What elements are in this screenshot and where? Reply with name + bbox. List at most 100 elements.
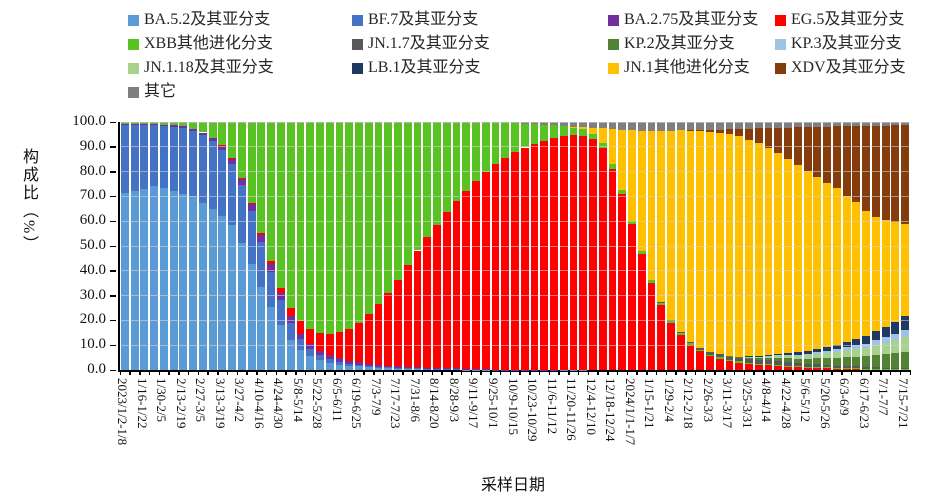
bar-segment bbox=[842, 341, 851, 348]
legend-swatch-icon bbox=[128, 14, 139, 26]
bar-segment bbox=[423, 367, 432, 369]
legend-label: KP.3及其亚分支 bbox=[791, 35, 902, 52]
x-axis-tick bbox=[265, 370, 268, 375]
x-axis-tick bbox=[392, 370, 395, 375]
bar-segment bbox=[257, 287, 266, 370]
y-tick-label: 20.0 bbox=[79, 311, 106, 328]
bar-segment bbox=[374, 366, 383, 368]
bar-segment bbox=[598, 122, 607, 129]
bar-segment bbox=[325, 358, 334, 363]
bar-segment bbox=[355, 366, 363, 370]
bar-segment bbox=[276, 292, 285, 300]
bar-segment bbox=[452, 200, 461, 369]
bar-segment bbox=[218, 150, 227, 216]
bar-segment bbox=[725, 122, 734, 130]
legend-item: BA.5.2及其亚分支 bbox=[128, 10, 270, 30]
x-axis-tick bbox=[782, 370, 785, 375]
x-axis-tick bbox=[665, 370, 668, 375]
bar-segment bbox=[871, 122, 880, 126]
bar-segment bbox=[803, 367, 812, 370]
bar-segment bbox=[257, 232, 266, 235]
bar-segment bbox=[754, 143, 763, 357]
bar-segment bbox=[735, 361, 744, 363]
bar-segment bbox=[891, 122, 900, 126]
x-tick-label: 4/8-4/14 bbox=[759, 378, 775, 423]
x-axis-tick bbox=[685, 370, 687, 375]
bar-segment bbox=[637, 254, 646, 370]
bar-segment bbox=[579, 135, 588, 370]
bar-segment bbox=[130, 125, 139, 191]
bar-segment bbox=[764, 365, 773, 370]
bar-segment bbox=[745, 362, 753, 364]
gridline bbox=[120, 146, 910, 148]
bar-segment bbox=[842, 126, 851, 197]
y-tick-label: 70.0 bbox=[79, 187, 106, 204]
legend-label: XBB其他进化分支 bbox=[144, 35, 273, 52]
x-tick-label: 4/22-4/28 bbox=[778, 378, 794, 429]
bar-segment bbox=[237, 185, 246, 244]
bar-segment bbox=[813, 364, 822, 368]
bar-segment bbox=[871, 217, 880, 331]
bar-segment bbox=[491, 164, 500, 370]
bar-segment bbox=[130, 122, 139, 124]
bar-segment bbox=[374, 364, 383, 367]
bar-segment bbox=[852, 345, 861, 349]
y-tick-label: 40.0 bbox=[79, 261, 106, 278]
bar-segment bbox=[423, 369, 432, 370]
bar-segment bbox=[296, 321, 305, 334]
y-tick-label: 90.0 bbox=[79, 137, 106, 154]
bar-segment bbox=[745, 139, 753, 357]
bar-segment bbox=[208, 209, 217, 370]
bar-segment bbox=[481, 369, 490, 370]
bar-segment bbox=[706, 356, 714, 370]
bar-segment bbox=[657, 305, 666, 370]
bar-segment bbox=[550, 125, 558, 138]
bar-segment bbox=[735, 136, 744, 357]
bar-segment bbox=[862, 122, 871, 126]
bar-segment bbox=[823, 364, 832, 368]
bar-segment bbox=[247, 204, 256, 212]
y-tick-label: 80.0 bbox=[79, 162, 106, 179]
x-axis-tick bbox=[675, 370, 677, 375]
plot-area bbox=[118, 121, 911, 375]
bar-segment bbox=[715, 122, 724, 130]
bar-segment bbox=[208, 141, 217, 210]
bar-segment bbox=[579, 122, 588, 128]
bar-segment bbox=[784, 365, 792, 367]
bar-segment bbox=[715, 354, 724, 358]
bar-segment bbox=[501, 157, 510, 370]
bar-segment bbox=[237, 243, 246, 370]
y-tick-label: 30.0 bbox=[79, 286, 106, 303]
bar-segment bbox=[257, 242, 266, 288]
bar-segment bbox=[208, 137, 217, 142]
x-axis-tick bbox=[558, 370, 560, 375]
y-axis-tick bbox=[110, 369, 116, 371]
x-tick-label: 6/3-6/9 bbox=[837, 378, 853, 416]
bar-segment bbox=[813, 349, 822, 353]
bar-segment bbox=[608, 164, 617, 169]
bar-segment bbox=[647, 282, 656, 370]
x-axis-tick bbox=[509, 370, 512, 375]
bar-segment bbox=[823, 352, 832, 358]
bar-segment bbox=[754, 364, 763, 370]
bar-segment bbox=[647, 122, 656, 131]
bar-segment bbox=[803, 358, 812, 364]
legend-item: KP.2及其亚分支 bbox=[608, 34, 735, 54]
x-axis-tick bbox=[889, 370, 892, 375]
bar-segment bbox=[862, 125, 871, 211]
bar-segment bbox=[520, 123, 529, 148]
bar-segment bbox=[706, 122, 714, 130]
bar-segment bbox=[569, 122, 578, 127]
bar-segment bbox=[316, 355, 324, 361]
bar-segment bbox=[442, 368, 451, 369]
bar-segment bbox=[803, 363, 812, 367]
bar-segment bbox=[589, 133, 597, 140]
x-axis-tick bbox=[763, 370, 765, 375]
bar-segment bbox=[628, 224, 636, 370]
legend-label: JN.1其他进化分支 bbox=[624, 59, 750, 76]
bar-segment bbox=[540, 140, 549, 370]
bar-segment bbox=[608, 122, 617, 129]
bar-segment bbox=[247, 264, 256, 370]
x-tick-label: 6/5-6/11 bbox=[329, 378, 345, 422]
bar-segment bbox=[852, 366, 861, 369]
